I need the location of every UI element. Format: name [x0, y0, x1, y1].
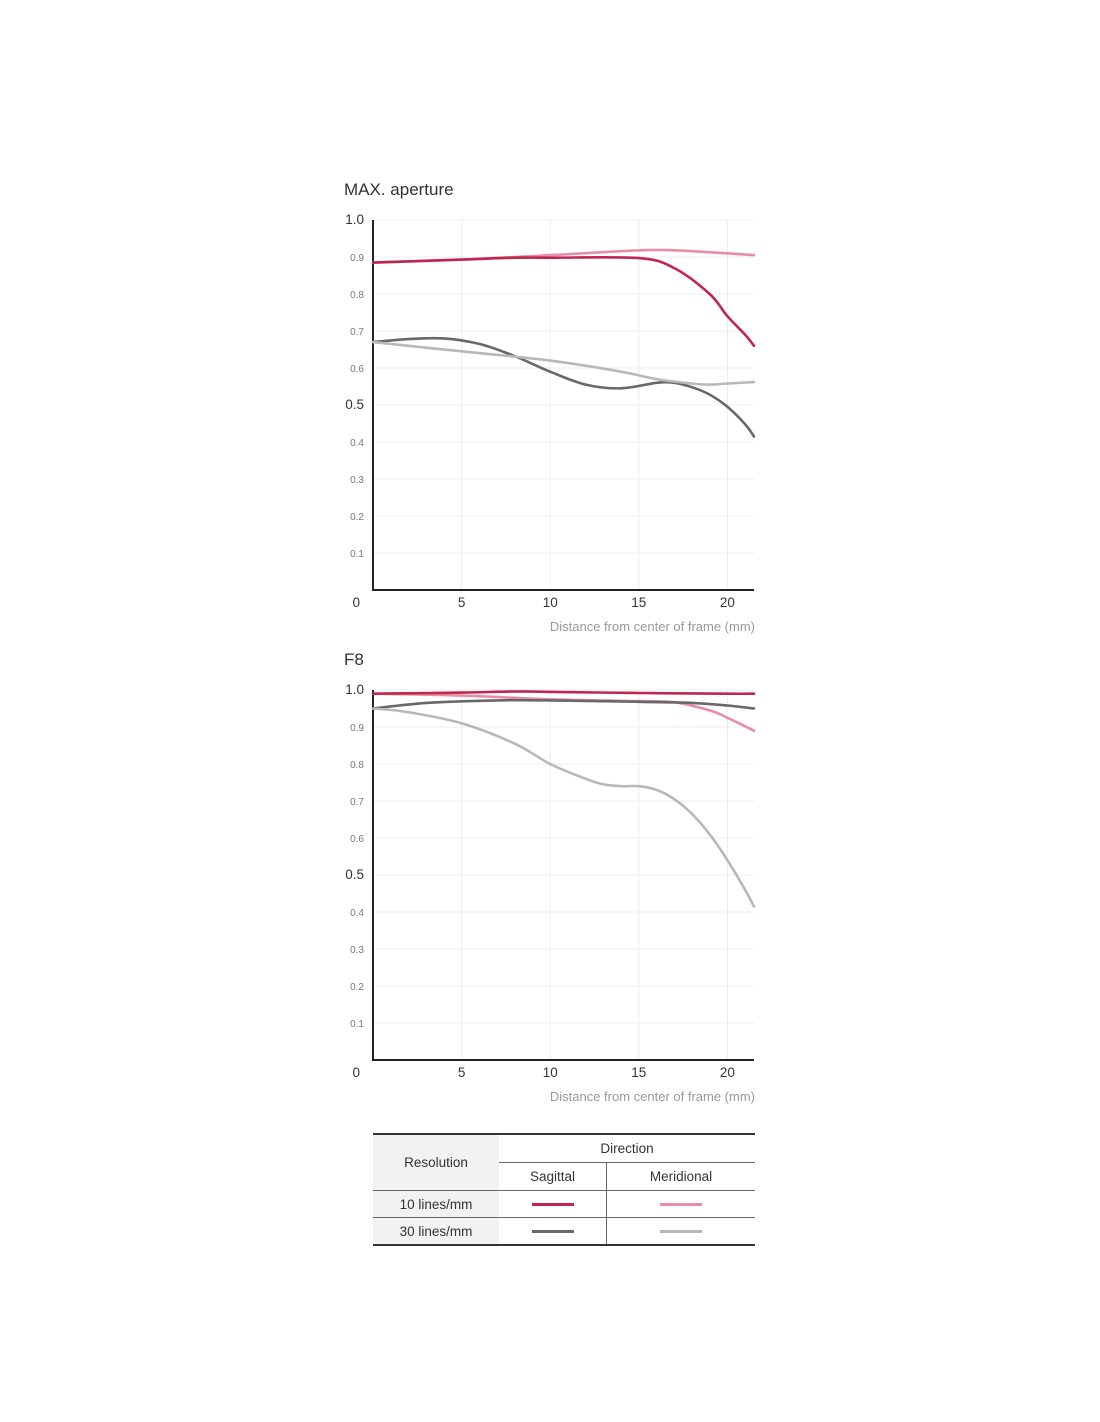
y-tick-label: 0.7 — [350, 797, 364, 808]
series-line — [371, 255, 756, 348]
y-tick-label: 1.0 — [345, 212, 364, 227]
legend-swatch-cell — [499, 1190, 608, 1218]
y-tick-label: 0.1 — [350, 549, 364, 560]
legend-resolution-header: Resolution — [373, 1133, 499, 1191]
x-tick-label: 15 — [631, 1065, 646, 1080]
x-tick-label: 20 — [720, 595, 735, 610]
chart-plot-f8: 0 0.1 0.2 0.3 0.4 0.5 0.6 0.7 0.8 0.9 1.0 5 10 15 20 Di… — [345, 682, 756, 1104]
legend-row: 30 lines/mm — [373, 1217, 755, 1246]
x-tick-label: 20 — [720, 1065, 735, 1080]
y-tick-label: 0.2 — [350, 982, 364, 993]
legend-swatch — [531, 1230, 574, 1234]
series-line — [371, 336, 756, 438]
x-tick-label: 5 — [458, 595, 466, 610]
x-tick-label: 10 — [543, 1065, 558, 1080]
y-tick-label: 0 — [352, 595, 360, 610]
series-line — [371, 340, 756, 386]
legend-row-label: 30 lines/mm — [373, 1217, 499, 1246]
y-tick-label: 0.6 — [350, 834, 364, 845]
y-tick-label: 0.7 — [350, 327, 364, 338]
x-axis-label: Distance from center of frame (mm) — [550, 619, 755, 634]
legend-direction-header: Direction — [499, 1133, 755, 1163]
y-tick-label: 0.2 — [350, 512, 364, 523]
y-tick-label: 0.9 — [350, 723, 364, 734]
y-tick-label: 0.3 — [350, 945, 364, 956]
y-tick-label: 0.8 — [350, 290, 364, 301]
x-tick-label: 10 — [543, 595, 558, 610]
y-tick-label: 0 — [352, 1065, 360, 1080]
y-tick-label: 0.4 — [350, 908, 364, 919]
legend-swatch — [660, 1203, 703, 1207]
legend-swatch-cell — [606, 1190, 755, 1218]
y-tick-label: 0.6 — [350, 364, 364, 375]
x-axis-label: Distance from center of frame (mm) — [550, 1089, 755, 1104]
chart-f8: F8 0 0.1 0.2 0.3 0.4 0.5 0.6 0.7 0.8 0.9 1.0 5 10 15 2… — [330, 645, 770, 1115]
y-tick-label: 0.1 — [350, 1019, 364, 1030]
chart-title: F8 — [344, 650, 364, 669]
series-line — [371, 707, 756, 908]
legend-row: 10 lines/mm — [373, 1190, 755, 1218]
legend-table: Resolution Direction Sagittal Meridional… — [373, 1133, 755, 1246]
series-line — [371, 690, 756, 696]
legend-swatch-cell — [499, 1217, 608, 1246]
x-tick-label: 15 — [631, 595, 646, 610]
legend-sagittal-header: Sagittal — [499, 1162, 608, 1191]
series-line — [371, 692, 756, 732]
legend-swatch — [531, 1203, 574, 1207]
y-tick-label: 0.5 — [345, 397, 364, 412]
y-tick-label: 1.0 — [345, 682, 364, 697]
x-tick-label: 5 — [458, 1065, 466, 1080]
legend-row-label: 10 lines/mm — [373, 1190, 499, 1218]
chart-plot-max-aperture: 0 0.1 0.2 0.3 0.4 0.5 0.6 0.7 0.8 0.9 1.0 5 10 15 20 Di… — [345, 212, 756, 634]
y-tick-label: 0.8 — [350, 760, 364, 771]
y-tick-label: 0.5 — [345, 867, 364, 882]
chart-max-aperture: MAX. aperture 0 0.1 0.2 0.3 0.4 0.5 0.6 0.7 0.8 0… — [330, 175, 770, 645]
y-tick-label: 0.4 — [350, 438, 364, 449]
chart-title: MAX. aperture — [344, 180, 454, 199]
y-tick-label: 0.3 — [350, 475, 364, 486]
y-tick-label: 0.9 — [350, 253, 364, 264]
legend-swatch-cell — [606, 1217, 755, 1246]
legend-meridional-header: Meridional — [606, 1162, 755, 1191]
series-line — [371, 698, 756, 710]
legend-swatch — [660, 1230, 703, 1234]
